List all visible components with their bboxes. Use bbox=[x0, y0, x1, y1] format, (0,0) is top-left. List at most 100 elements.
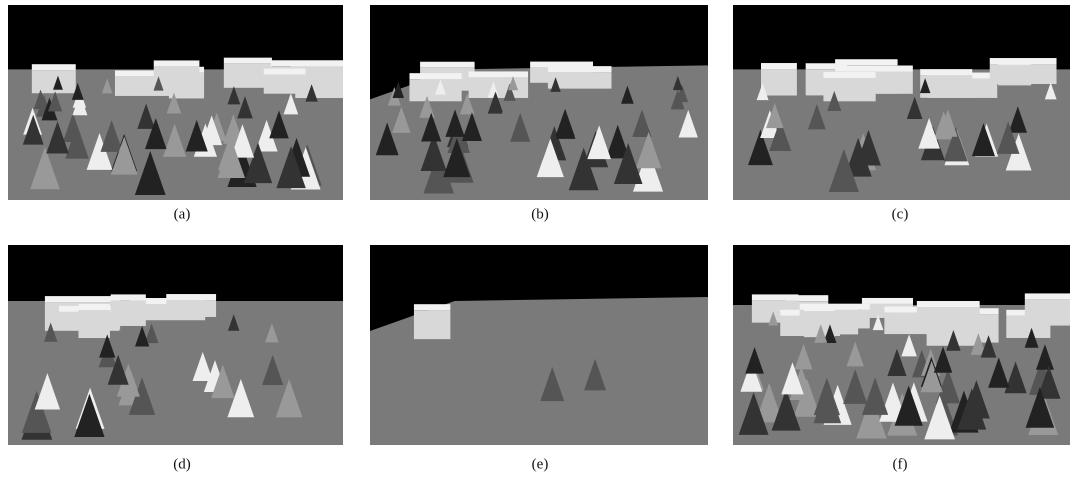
tree-cone bbox=[237, 96, 253, 119]
caption: (b) bbox=[531, 206, 549, 222]
tree-cone bbox=[375, 122, 399, 156]
building bbox=[1024, 299, 1070, 326]
tree-cone bbox=[116, 363, 140, 397]
tree-cone bbox=[980, 335, 997, 358]
building-top bbox=[785, 295, 829, 302]
scene-image bbox=[8, 245, 343, 445]
tree-cone bbox=[110, 136, 138, 175]
caption: (e) bbox=[532, 456, 549, 472]
tree-cone bbox=[935, 368, 961, 404]
tree-cone bbox=[550, 77, 561, 92]
building-top bbox=[920, 69, 973, 76]
tree-cone bbox=[672, 75, 683, 91]
tree-cone bbox=[632, 109, 652, 137]
tree-cone bbox=[134, 150, 166, 195]
tree-cone bbox=[584, 358, 607, 391]
scene bbox=[733, 5, 1070, 200]
building-top bbox=[409, 73, 462, 80]
building-top bbox=[835, 59, 898, 66]
tree-cone bbox=[971, 123, 995, 157]
tree-cone bbox=[861, 377, 889, 415]
building-top bbox=[223, 57, 272, 64]
tree-cone bbox=[74, 393, 105, 437]
building-top bbox=[78, 304, 110, 311]
tree-cone bbox=[755, 382, 783, 423]
scene bbox=[8, 5, 343, 200]
tree-cone bbox=[846, 341, 864, 367]
building-top bbox=[861, 297, 914, 304]
scene bbox=[733, 245, 1070, 445]
tree-cone bbox=[887, 348, 907, 377]
tree-cone bbox=[144, 118, 167, 150]
tree-cone bbox=[86, 132, 113, 170]
tree-cone bbox=[510, 112, 531, 142]
building bbox=[761, 69, 797, 96]
building-top bbox=[44, 296, 120, 303]
tree-cone bbox=[137, 103, 155, 129]
tree-cone bbox=[856, 129, 881, 166]
building bbox=[153, 66, 200, 81]
tree-cone bbox=[34, 373, 61, 410]
tree-cone bbox=[771, 389, 801, 431]
tree-cone bbox=[421, 112, 442, 142]
tree-cone bbox=[487, 92, 503, 114]
building bbox=[110, 300, 146, 326]
tree-cone bbox=[924, 395, 955, 440]
scene bbox=[370, 245, 708, 445]
tree-cone bbox=[670, 89, 685, 110]
tree-cone bbox=[227, 378, 255, 418]
tree-cone bbox=[807, 103, 826, 130]
building-top bbox=[805, 63, 848, 70]
building bbox=[114, 76, 185, 96]
tree-cone bbox=[745, 346, 764, 374]
building-top bbox=[547, 66, 612, 73]
tree-cone bbox=[769, 119, 792, 152]
tree-cone bbox=[918, 117, 940, 149]
tree-cone bbox=[943, 126, 968, 162]
tree-cone bbox=[461, 112, 482, 141]
scene-image bbox=[370, 5, 708, 200]
tree-cone bbox=[53, 75, 63, 90]
tree-cone bbox=[794, 343, 813, 370]
building-top bbox=[761, 63, 797, 70]
tree-cone bbox=[459, 93, 475, 115]
building bbox=[263, 74, 306, 94]
tree-cone bbox=[99, 334, 116, 358]
tree-cone bbox=[101, 78, 113, 94]
building-top bbox=[166, 294, 217, 301]
tree-cone bbox=[262, 354, 284, 385]
tree-cone bbox=[1024, 327, 1039, 348]
tree-cone bbox=[901, 334, 917, 357]
tree-cone bbox=[243, 142, 273, 184]
tree-cone bbox=[21, 390, 52, 433]
building-top bbox=[420, 61, 475, 68]
tree-cone bbox=[813, 383, 842, 424]
building-top bbox=[1024, 293, 1070, 300]
tree-cone bbox=[276, 146, 306, 189]
tree-cone bbox=[1044, 82, 1057, 100]
tree-cone bbox=[781, 362, 804, 395]
tree-cone bbox=[185, 119, 208, 152]
tree-cone bbox=[856, 394, 887, 439]
tree-cone bbox=[933, 346, 953, 373]
scene-image bbox=[733, 5, 1070, 200]
building bbox=[547, 72, 612, 89]
building-top bbox=[468, 71, 529, 78]
tree-cone bbox=[22, 114, 44, 145]
tree-cone bbox=[906, 96, 923, 120]
tree-cone bbox=[536, 138, 564, 178]
caption: (f) bbox=[893, 456, 908, 472]
tree-cone bbox=[201, 115, 223, 146]
tree-cone bbox=[988, 357, 1010, 388]
building bbox=[166, 300, 217, 317]
tree-cone bbox=[605, 124, 630, 159]
tree-cone bbox=[211, 364, 235, 399]
caption: (a) bbox=[174, 206, 191, 222]
tree-cone bbox=[894, 385, 923, 426]
tree-cone bbox=[766, 103, 784, 129]
building-top bbox=[916, 301, 980, 308]
ground bbox=[733, 69, 1070, 200]
scene-image bbox=[733, 245, 1070, 445]
tree-cone bbox=[420, 133, 447, 172]
